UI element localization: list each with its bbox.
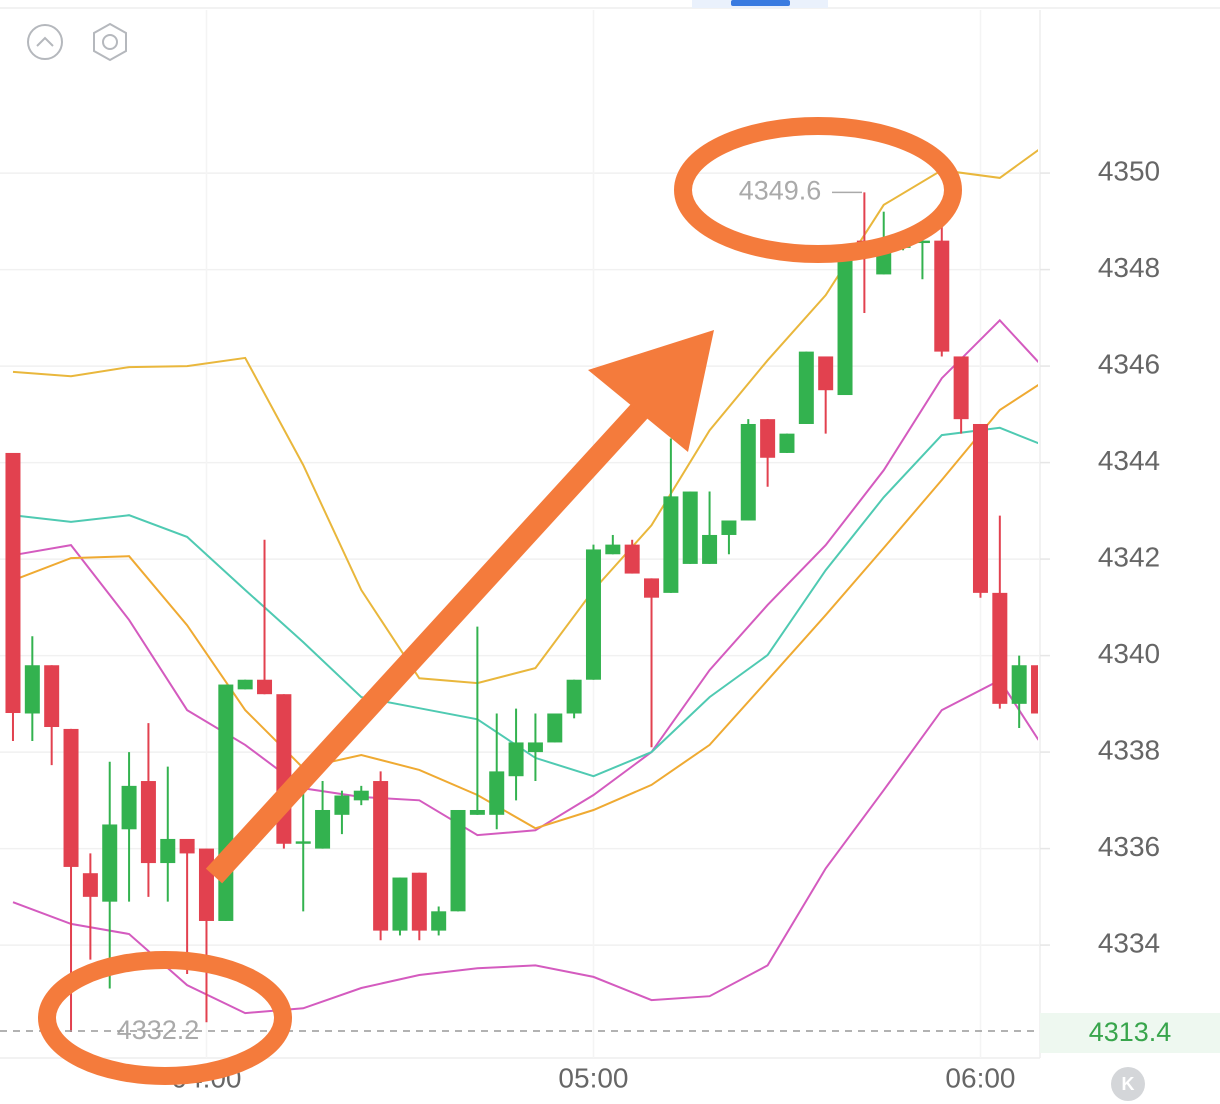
candle-body <box>992 592 1008 704</box>
candle-body <box>702 534 718 564</box>
last-price-box <box>1040 1013 1220 1053</box>
candle-body <box>566 679 582 714</box>
candle-body <box>140 781 156 864</box>
candle-body <box>760 419 776 458</box>
y-tick-label: 4336 <box>1098 831 1160 862</box>
candle-body <box>237 679 253 690</box>
candle-body <box>779 433 795 453</box>
y-tick-label: 4350 <box>1098 155 1160 186</box>
candle-body <box>469 809 485 815</box>
x-tick-label: 06:00 <box>945 1062 1015 1093</box>
candle-body <box>489 771 505 815</box>
y-tick-label: 4344 <box>1098 445 1160 476</box>
candle-body <box>411 872 427 931</box>
last-price: 4313.4 <box>1089 1017 1172 1047</box>
y-tick-label: 4334 <box>1098 927 1160 958</box>
y-tick-label: 4346 <box>1098 348 1160 379</box>
candle-body <box>624 544 640 574</box>
candle-body <box>740 423 756 521</box>
candle-body <box>547 713 563 743</box>
candle-body <box>334 795 350 815</box>
candle-body <box>24 665 40 714</box>
candle-body <box>218 684 234 921</box>
candle-body <box>953 356 969 420</box>
min-label: 4332.2 <box>117 1015 200 1045</box>
candle-body <box>450 809 466 912</box>
candle-body <box>198 848 214 921</box>
candle-body <box>44 665 60 728</box>
candle-body <box>914 240 930 244</box>
candle-body <box>1011 665 1027 704</box>
candle-body <box>295 841 311 844</box>
candle-body <box>798 351 814 424</box>
candle-body <box>605 544 621 555</box>
candle-body <box>585 549 601 680</box>
candle-body <box>63 728 79 867</box>
candle-body <box>5 452 21 714</box>
indicator-line <box>12 384 1038 830</box>
candle-body <box>373 781 389 931</box>
candle-body <box>837 259 853 396</box>
candle-body <box>527 742 543 753</box>
indicator-line <box>12 678 1038 1015</box>
candle-body <box>392 877 408 931</box>
plot <box>5 149 1038 1032</box>
candle-body <box>721 520 737 535</box>
candle-body <box>431 911 447 931</box>
candle-body <box>644 578 660 598</box>
y-tick-label: 4348 <box>1098 252 1160 283</box>
candle-body <box>257 679 273 695</box>
candle-body <box>663 496 679 593</box>
candle-body <box>179 838 195 854</box>
candle-body <box>102 824 118 902</box>
labels: 43344336433843404342434443464348435004:0… <box>117 155 1160 1093</box>
max-label: 4349.6 <box>739 176 822 206</box>
candle-body <box>121 785 137 830</box>
y-tick-label: 4338 <box>1098 734 1160 765</box>
y-tick-label: 4342 <box>1098 541 1160 572</box>
tab-indicator <box>731 0 790 6</box>
candle-body <box>508 742 524 777</box>
indicator-line <box>12 318 1038 837</box>
k-button[interactable]: K <box>1111 1067 1145 1101</box>
y-tick-label: 4340 <box>1098 638 1160 669</box>
candle-body <box>818 356 834 391</box>
candle-body <box>682 491 698 564</box>
candle-body <box>934 240 950 352</box>
candle-body <box>353 790 369 801</box>
candle-body <box>82 873 98 897</box>
k-button-label[interactable]: K <box>1122 1074 1135 1094</box>
settings-icon[interactable] <box>93 22 127 62</box>
collapse-icon[interactable] <box>27 24 63 60</box>
annotations <box>38 117 962 1085</box>
candle-body <box>972 423 988 593</box>
candle-body <box>315 809 331 849</box>
indicator-line <box>12 149 1038 685</box>
x-tick-label: 05:00 <box>558 1062 628 1093</box>
candle-body <box>1031 665 1038 714</box>
candle-body <box>160 838 176 864</box>
